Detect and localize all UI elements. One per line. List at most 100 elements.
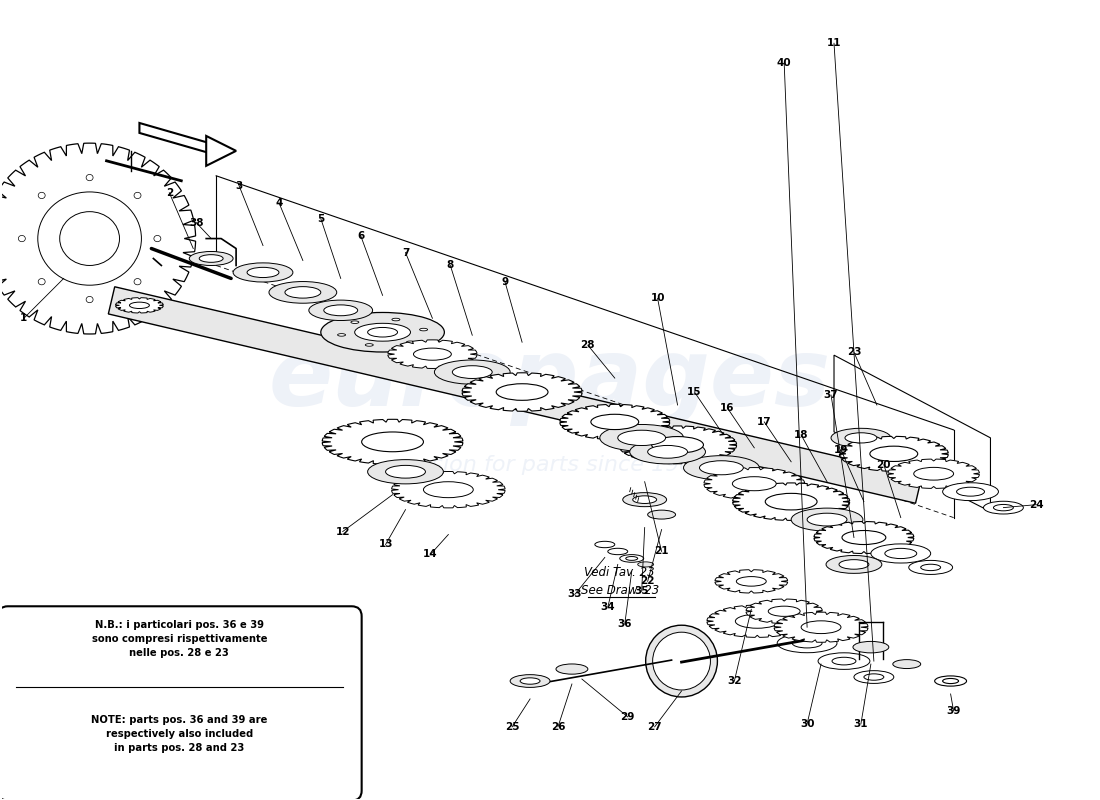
- Ellipse shape: [619, 554, 644, 562]
- Text: 40: 40: [777, 58, 792, 68]
- Text: 36: 36: [617, 619, 632, 630]
- Ellipse shape: [854, 670, 894, 683]
- Text: 7: 7: [402, 247, 409, 258]
- Ellipse shape: [791, 508, 862, 531]
- Ellipse shape: [134, 278, 141, 285]
- Ellipse shape: [309, 300, 373, 321]
- Polygon shape: [888, 459, 979, 488]
- FancyBboxPatch shape: [0, 606, 362, 800]
- Ellipse shape: [600, 425, 683, 451]
- Ellipse shape: [700, 461, 744, 474]
- Ellipse shape: [452, 366, 492, 378]
- Ellipse shape: [406, 341, 415, 343]
- Text: 27: 27: [647, 722, 662, 732]
- Ellipse shape: [852, 642, 889, 653]
- Ellipse shape: [233, 263, 293, 282]
- Ellipse shape: [59, 212, 120, 266]
- Ellipse shape: [321, 313, 444, 352]
- Ellipse shape: [652, 632, 711, 690]
- Ellipse shape: [154, 235, 161, 242]
- Polygon shape: [839, 436, 948, 471]
- Ellipse shape: [921, 564, 940, 570]
- Text: 35: 35: [635, 586, 649, 596]
- Ellipse shape: [556, 664, 587, 674]
- Text: 37: 37: [824, 390, 838, 400]
- Ellipse shape: [983, 502, 1023, 514]
- Text: 18: 18: [794, 430, 808, 440]
- Ellipse shape: [367, 460, 443, 484]
- Polygon shape: [322, 419, 463, 464]
- Polygon shape: [392, 471, 505, 508]
- Ellipse shape: [338, 334, 345, 336]
- Ellipse shape: [386, 466, 426, 478]
- Ellipse shape: [632, 496, 657, 503]
- Text: 24: 24: [1028, 500, 1044, 510]
- Text: 9: 9: [502, 278, 508, 287]
- Ellipse shape: [893, 660, 921, 669]
- Polygon shape: [116, 298, 163, 313]
- Ellipse shape: [86, 297, 94, 302]
- Ellipse shape: [651, 437, 704, 453]
- Ellipse shape: [189, 251, 233, 266]
- Text: 15: 15: [688, 387, 702, 397]
- Polygon shape: [704, 467, 805, 500]
- Text: 12: 12: [336, 526, 350, 537]
- Text: Vedi Tav. 23
See Draw. 23: Vedi Tav. 23 See Draw. 23: [581, 566, 659, 597]
- Polygon shape: [715, 570, 788, 593]
- Ellipse shape: [351, 321, 359, 323]
- Ellipse shape: [648, 510, 675, 519]
- Ellipse shape: [832, 658, 856, 665]
- Polygon shape: [618, 426, 737, 464]
- Text: europages: europages: [268, 334, 832, 426]
- Ellipse shape: [914, 467, 954, 480]
- Text: 13: 13: [378, 539, 393, 550]
- Text: 2: 2: [166, 188, 173, 198]
- Ellipse shape: [766, 494, 817, 510]
- Ellipse shape: [807, 514, 847, 526]
- Ellipse shape: [646, 626, 717, 697]
- Polygon shape: [746, 599, 823, 623]
- Ellipse shape: [909, 561, 953, 574]
- Text: 17: 17: [757, 417, 771, 427]
- Polygon shape: [774, 612, 868, 642]
- Ellipse shape: [608, 548, 628, 554]
- Ellipse shape: [323, 305, 358, 316]
- Polygon shape: [707, 605, 807, 638]
- Text: 25: 25: [505, 722, 519, 732]
- Ellipse shape: [134, 192, 141, 198]
- Ellipse shape: [37, 192, 142, 286]
- Ellipse shape: [842, 530, 886, 545]
- Ellipse shape: [623, 493, 667, 506]
- Ellipse shape: [839, 560, 869, 570]
- Ellipse shape: [957, 487, 984, 496]
- Ellipse shape: [434, 360, 510, 384]
- Ellipse shape: [595, 542, 615, 548]
- Polygon shape: [0, 143, 196, 334]
- Ellipse shape: [618, 430, 666, 446]
- Text: 26: 26: [551, 722, 565, 732]
- Ellipse shape: [19, 235, 25, 242]
- Text: 19: 19: [834, 445, 848, 455]
- Ellipse shape: [367, 327, 397, 337]
- Text: 1: 1: [20, 314, 28, 323]
- Ellipse shape: [130, 302, 150, 309]
- Ellipse shape: [591, 414, 639, 430]
- Text: 31: 31: [854, 719, 868, 729]
- Ellipse shape: [392, 318, 400, 321]
- Ellipse shape: [993, 505, 1013, 511]
- Text: 32: 32: [727, 676, 741, 686]
- Text: 21: 21: [654, 546, 669, 557]
- Text: 38: 38: [189, 218, 204, 228]
- Ellipse shape: [414, 348, 451, 360]
- Text: 16: 16: [720, 403, 735, 413]
- Ellipse shape: [801, 621, 842, 634]
- Ellipse shape: [935, 676, 967, 686]
- Ellipse shape: [943, 482, 999, 501]
- Text: 14: 14: [424, 550, 438, 559]
- Polygon shape: [733, 483, 849, 520]
- Ellipse shape: [629, 440, 705, 464]
- Polygon shape: [108, 286, 922, 503]
- Ellipse shape: [792, 638, 822, 648]
- Ellipse shape: [768, 606, 800, 616]
- Text: 11: 11: [827, 38, 842, 48]
